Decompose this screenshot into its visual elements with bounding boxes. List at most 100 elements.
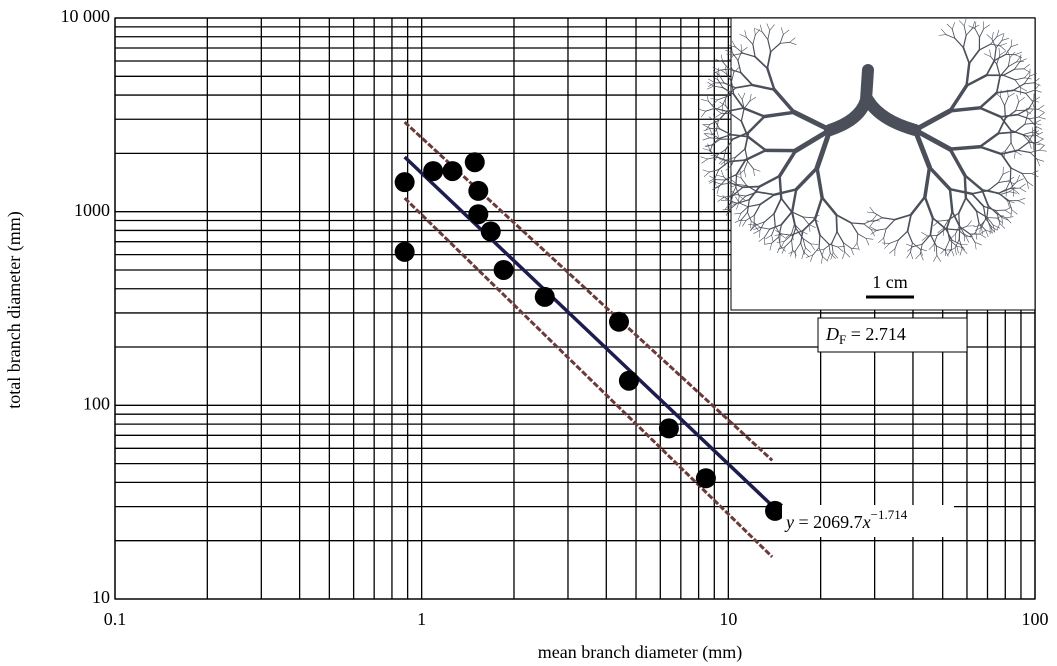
fit-y: y xyxy=(784,512,794,532)
branch xyxy=(1019,58,1027,62)
scale-label: 1 cm xyxy=(872,272,908,292)
branch xyxy=(742,52,756,58)
branch xyxy=(776,241,785,243)
branch xyxy=(986,217,994,226)
branch xyxy=(713,85,724,89)
branch xyxy=(983,53,992,57)
df-symbol: D xyxy=(825,324,839,344)
branch xyxy=(1013,189,1020,195)
branch xyxy=(732,131,750,140)
branch xyxy=(968,25,976,30)
branch xyxy=(1024,109,1032,115)
branch xyxy=(711,186,720,190)
branch xyxy=(755,221,765,226)
branch xyxy=(1005,217,1012,224)
branch xyxy=(766,23,771,31)
fit-label-bg xyxy=(782,505,954,537)
branch xyxy=(725,209,731,216)
branch xyxy=(726,107,745,113)
branch xyxy=(869,206,875,214)
branch xyxy=(870,226,878,231)
branch xyxy=(730,113,742,122)
branch xyxy=(747,203,762,208)
branch xyxy=(780,197,793,213)
branch xyxy=(758,174,781,188)
branch xyxy=(1014,51,1023,55)
branch xyxy=(747,211,752,222)
branch xyxy=(780,241,785,249)
branch xyxy=(1024,72,1030,79)
branch xyxy=(794,223,802,232)
branch xyxy=(996,215,1004,219)
branch xyxy=(737,212,742,220)
branch xyxy=(778,223,783,238)
branch xyxy=(915,253,921,260)
branch xyxy=(709,150,718,158)
fit-line xyxy=(403,155,775,508)
branch xyxy=(780,210,794,226)
branch xyxy=(722,61,730,70)
branch xyxy=(742,106,766,118)
data-point xyxy=(658,418,679,439)
df-value: = 2.714 xyxy=(846,324,906,344)
branch xyxy=(725,195,733,200)
branch xyxy=(712,67,720,71)
df-box xyxy=(817,317,968,353)
branch xyxy=(706,93,709,102)
branch xyxy=(850,247,859,250)
branch xyxy=(810,254,814,262)
branch xyxy=(707,143,711,151)
branch xyxy=(996,29,1000,38)
branch xyxy=(872,214,878,221)
branch xyxy=(974,241,977,250)
branch xyxy=(767,29,771,40)
branch xyxy=(739,71,754,86)
branch xyxy=(842,251,846,260)
branch xyxy=(889,248,896,254)
y-tick-label: 10 000 xyxy=(61,6,111,26)
branch xyxy=(1028,141,1037,145)
branch xyxy=(708,78,715,84)
branch xyxy=(999,113,1019,118)
branch xyxy=(734,84,754,89)
branch xyxy=(772,87,796,115)
branch xyxy=(740,206,749,214)
branch xyxy=(728,44,736,48)
branch xyxy=(991,31,994,40)
branch xyxy=(753,168,755,177)
branch xyxy=(773,213,776,227)
branch xyxy=(737,59,742,74)
branch xyxy=(989,49,992,57)
branch xyxy=(711,133,721,140)
branch xyxy=(1005,142,1012,152)
branch xyxy=(733,67,740,73)
branch xyxy=(1012,89,1027,94)
x-tick-label: 0.1 xyxy=(104,609,127,629)
branch xyxy=(726,53,734,56)
branch xyxy=(965,62,971,87)
branch xyxy=(1031,100,1035,108)
branch xyxy=(745,36,754,45)
branch xyxy=(991,38,997,49)
branch xyxy=(992,224,1000,229)
branch xyxy=(856,233,859,244)
branch xyxy=(998,173,1004,183)
branch xyxy=(735,186,740,197)
branch xyxy=(802,238,806,249)
branch xyxy=(777,246,781,254)
branch xyxy=(1010,44,1019,47)
branch xyxy=(793,127,833,154)
branch xyxy=(1029,152,1038,160)
branch xyxy=(788,250,796,254)
df-subscript: F xyxy=(839,332,846,347)
branch xyxy=(791,239,793,250)
branch xyxy=(744,148,749,162)
branch xyxy=(1037,142,1045,146)
branch xyxy=(951,249,955,257)
branch xyxy=(929,217,934,236)
branch xyxy=(1010,39,1013,47)
branch xyxy=(706,85,714,90)
fit-label: y = 2069.7x−1.714 xyxy=(784,507,908,532)
branch xyxy=(954,37,964,49)
branch xyxy=(759,227,771,230)
